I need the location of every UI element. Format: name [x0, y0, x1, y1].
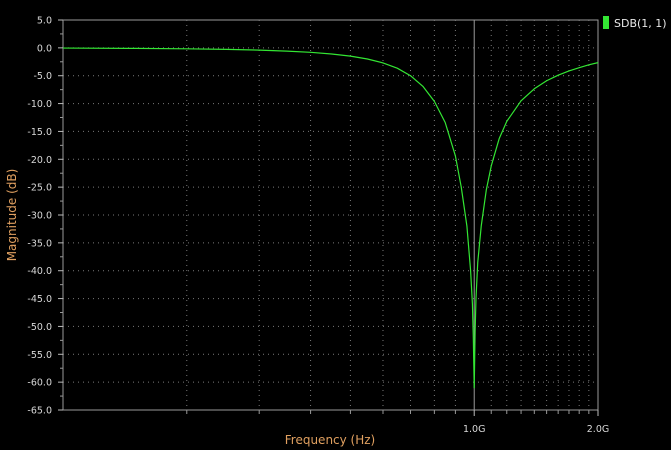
tick-labels: 5.0 0.0 -5.0 -10.0 -15.0 -20.0 -25.0 -30.0 -35.0… — [27, 16, 609, 436]
y-tick-label: -55.0 — [27, 350, 52, 361]
y-tick-label: -35.0 — [27, 238, 52, 249]
x-tick-label: 1.0G — [463, 424, 485, 435]
y-tick-label: 0.0 — [37, 43, 52, 54]
y-tick-label: -60.0 — [27, 378, 52, 389]
legend-swatch — [603, 16, 609, 29]
y-tick-label: -20.0 — [27, 155, 52, 166]
x-axis-title: Frequency (Hz) — [285, 433, 376, 447]
y-tick-label: 5.0 — [37, 16, 52, 27]
y-tick-label: -15.0 — [27, 127, 52, 138]
x-tick-label: 2.0G — [587, 424, 609, 435]
y-tick-label: -5.0 — [33, 71, 52, 82]
y-tick-label: -65.0 — [27, 406, 52, 417]
y-tick-label: -10.0 — [27, 99, 52, 110]
y-tick-label: -25.0 — [27, 183, 52, 194]
y-tick-label: -45.0 — [27, 294, 52, 305]
series-line-1 — [62, 47, 599, 389]
y-tick-label: -50.0 — [27, 322, 52, 333]
legend-label: SDB(1, 1) — [614, 17, 667, 30]
series-layer — [62, 47, 599, 389]
y-tick-label: -30.0 — [27, 211, 52, 222]
y-axis-title: Magnitude (dB) — [5, 169, 19, 262]
legend[interactable]: SDB(1, 1) — [603, 16, 667, 30]
axis-ticks — [58, 19, 599, 416]
grid — [63, 20, 598, 410]
y-tick-label: -40.0 — [27, 266, 52, 277]
